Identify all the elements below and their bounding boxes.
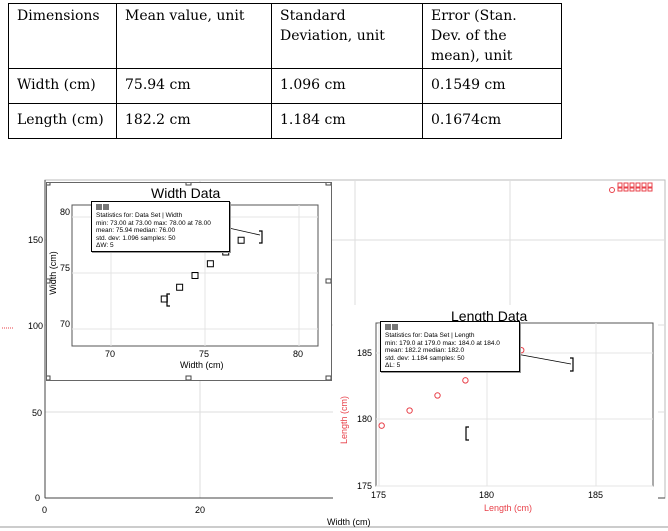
data-point bbox=[434, 392, 441, 399]
stat-line: Statistics for: Data Set | Width bbox=[96, 212, 183, 219]
cell-error: 0.1549 cm bbox=[422, 68, 562, 104]
header-mean: Mean value, unit bbox=[116, 3, 272, 69]
stat-line: std. dev: 1.096 samples: 50 bbox=[96, 234, 176, 242]
bg-x-tick: 20 bbox=[195, 505, 206, 515]
cell-dimension: Length (cm) bbox=[8, 103, 117, 139]
width-y-tick: 80 bbox=[60, 207, 71, 217]
header-error: Error (Stan. Dev. of the mean), unit bbox=[422, 3, 562, 69]
bg-x-tick: 0 bbox=[42, 505, 48, 515]
width-x-tick: 70 bbox=[105, 349, 116, 359]
stat-line: std. dev: 1.184 samples: 50 bbox=[385, 354, 465, 362]
data-point bbox=[237, 236, 245, 244]
width-y-tick: 75 bbox=[60, 263, 71, 273]
options-icon[interactable] bbox=[385, 324, 391, 330]
width-x-tick: 80 bbox=[293, 349, 304, 359]
cell-error: 0.1674cm bbox=[422, 103, 562, 139]
cell-mean: 182.2 cm bbox=[116, 103, 272, 139]
bg-y-tick: 150 bbox=[28, 235, 44, 245]
data-point bbox=[206, 260, 214, 268]
stat-line: ΔL: 5 bbox=[385, 362, 401, 370]
table-row: Length (cm) 182.2 cm 1.184 cm 0.1674cm bbox=[8, 103, 562, 139]
width-graph-title: Width Data bbox=[151, 185, 221, 201]
stat-line: ΔW: 5 bbox=[96, 242, 114, 250]
close-icon[interactable] bbox=[103, 204, 109, 210]
data-point bbox=[378, 422, 385, 429]
table-header-row: Dimensions Mean value, unit Standard Dev… bbox=[8, 3, 562, 69]
length-statistics-box[interactable]: Statistics for: Data Set | Length min: 1… bbox=[380, 321, 520, 372]
bg-y-tick: 50 bbox=[32, 408, 43, 418]
width-statistics-box[interactable]: Statistics for: Data Set | Width min: 73… bbox=[91, 201, 230, 252]
width-x-tick: 75 bbox=[199, 349, 210, 359]
length-y-tick: 185 bbox=[357, 348, 373, 358]
cell-std-dev: 1.096 cm bbox=[271, 68, 423, 104]
length-y-tick: 175 bbox=[357, 481, 373, 491]
header-dimensions: Dimensions bbox=[8, 3, 117, 69]
width-y-axis-label: Width (cm) bbox=[47, 251, 58, 295]
bg-y-tick: 100 bbox=[28, 321, 44, 331]
length-y-tick: 180 bbox=[357, 414, 373, 424]
table-row: Width (cm) 75.94 cm 1.096 cm 0.1549 cm bbox=[8, 68, 562, 104]
length-x-axis-label: Length (cm) bbox=[484, 503, 533, 513]
stat-line: mean: 182.2 median: 182.0 bbox=[385, 347, 465, 355]
width-y-tick: 70 bbox=[60, 319, 71, 329]
width-graph-panel[interactable]: Width Data 80 75 70 70 75 80 Width (cm) … bbox=[46, 182, 332, 381]
length-x-tick: 185 bbox=[588, 490, 604, 500]
length-y-axis-label: Length (cm) bbox=[339, 395, 350, 445]
statistics-table: Dimensions Mean value, unit Standard Dev… bbox=[8, 3, 562, 139]
length-x-tick: 180 bbox=[479, 490, 495, 500]
width-x-axis-label: Width (cm) bbox=[180, 360, 224, 370]
data-point bbox=[406, 407, 413, 414]
length-graph-title: Length Data bbox=[451, 308, 528, 324]
data-point bbox=[191, 272, 199, 279]
bg-x-axis-label: Width (cm) bbox=[327, 517, 371, 527]
close-icon[interactable] bbox=[392, 324, 398, 330]
options-icon[interactable] bbox=[96, 204, 102, 210]
header-std-dev: Standard Deviation, unit bbox=[271, 3, 423, 69]
cell-dimension: Width (cm) bbox=[8, 68, 117, 104]
cell-std-dev: 1.184 cm bbox=[271, 103, 423, 139]
length-x-tick: 175 bbox=[371, 490, 387, 500]
stat-line: Statistics for: Data Set | Length bbox=[385, 332, 475, 339]
data-point bbox=[462, 377, 469, 384]
stat-line: min: 179.0 at 179.0 max: 184.0 at 184.0 bbox=[385, 339, 500, 347]
graph-screenshot: 150 100 50 0 0 20 Width (cm) Width bbox=[0, 175, 668, 531]
stat-line: min: 73.00 at 73.00 max: 78.00 at 78.00 bbox=[96, 219, 211, 227]
data-point bbox=[176, 283, 184, 291]
cell-mean: 75.94 cm bbox=[116, 68, 272, 104]
stat-line: mean: 75.94 median: 76.00 bbox=[96, 227, 176, 235]
stat-box-controls[interactable] bbox=[385, 324, 516, 331]
bg-y-tick: 0 bbox=[35, 493, 41, 503]
length-graph-panel[interactable]: Length Data 185 180 175 175 180 185 Leng… bbox=[333, 305, 658, 517]
stat-box-controls[interactable] bbox=[96, 204, 226, 211]
